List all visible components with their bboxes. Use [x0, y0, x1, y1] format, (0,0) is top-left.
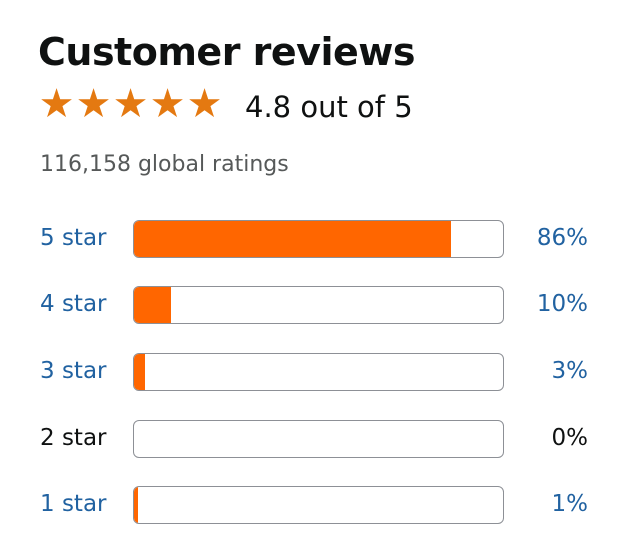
bar-fill [134, 487, 138, 523]
percentage-bar[interactable] [133, 220, 504, 258]
star-filter-link: 2 star [40, 425, 107, 451]
star-filter-link[interactable]: 4 star [40, 291, 107, 317]
star-icon: ★ [186, 81, 223, 127]
percentage-link[interactable]: 3% [551, 358, 589, 384]
star-icon: ★ [149, 81, 186, 127]
histogram-row[interactable]: 4 star 10% [0, 286, 640, 326]
percentage-link[interactable]: 10% [536, 291, 588, 317]
star-icon: ★ [112, 81, 149, 127]
percentage-bar [133, 420, 504, 458]
percentage-bar[interactable] [133, 486, 504, 524]
percentage-link[interactable]: 86% [536, 225, 588, 251]
bar-fill [134, 287, 171, 323]
histogram-row: 2 star 0% [0, 420, 640, 460]
histogram-row[interactable]: 5 star 86% [0, 220, 640, 260]
star-icon: ★ [75, 81, 112, 127]
percentage-link[interactable]: 1% [551, 491, 589, 517]
star-filter-link[interactable]: 3 star [40, 358, 107, 384]
section-title: Customer reviews [38, 30, 415, 74]
bar-fill [134, 221, 452, 257]
percentage-link: 0% [551, 425, 589, 451]
average-rating: 4.8 out of 5 [245, 90, 413, 124]
star-filter-link[interactable]: 5 star [40, 225, 107, 251]
star-icon: ★ [38, 81, 75, 127]
star-rating: ★ ★ ★ ★ ★ [38, 81, 223, 127]
percentage-bar[interactable] [133, 286, 504, 324]
histogram-row[interactable]: 3 star 3% [0, 353, 640, 393]
star-filter-link[interactable]: 1 star [40, 491, 107, 517]
bar-fill [134, 354, 146, 390]
percentage-bar[interactable] [133, 353, 504, 391]
ratings-count: 116,158 global ratings [40, 152, 289, 177]
histogram-row[interactable]: 1 star 1% [0, 486, 640, 526]
